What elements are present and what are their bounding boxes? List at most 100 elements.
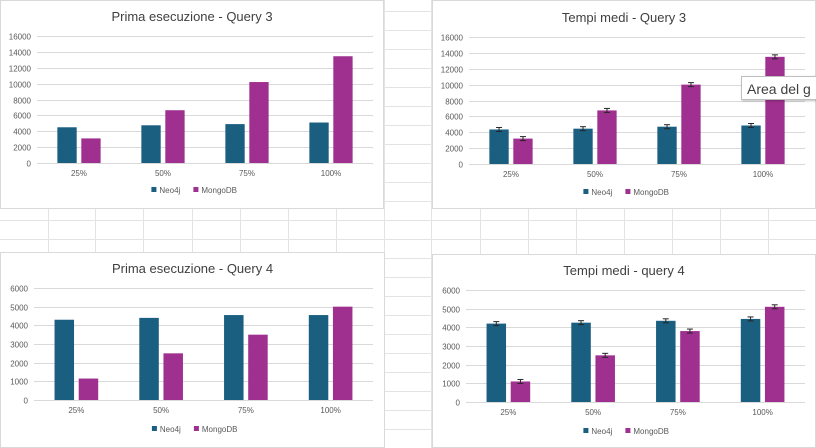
- legend-label: Neo4j: [591, 188, 612, 197]
- bar-neo4j-100pct[interactable]: [741, 125, 761, 164]
- chart-tempi-medi-query-4[interactable]: 0 1000 2000 3000 4000 5000 6000 25% 50% 75% 100% Ne…: [432, 254, 816, 448]
- y-tick-label: 4000: [445, 129, 463, 138]
- bar-neo4j-75pct[interactable]: [657, 126, 677, 164]
- legend-label: Neo4j: [159, 186, 180, 195]
- y-tick-label: 6000: [13, 112, 31, 121]
- x-tick-label: 25%: [71, 169, 87, 178]
- chart-area-tooltip: Area del g: [741, 76, 816, 100]
- y-tick-label: 5000: [10, 304, 28, 313]
- bar-neo4j-50pct[interactable]: [573, 128, 593, 164]
- bar-mongodb-100pct[interactable]: [765, 56, 785, 164]
- y-tick-label: 16000: [441, 34, 464, 43]
- legend-swatch-neo4j: [151, 187, 157, 192]
- y-tick-label: 10000: [441, 82, 464, 91]
- chart-title: Tempi medi - query 4: [563, 263, 685, 278]
- bar-neo4j-25pct[interactable]: [57, 127, 77, 163]
- bar-mongodb-25pct[interactable]: [510, 381, 531, 402]
- y-tick-label: 6000: [10, 285, 28, 294]
- bar-mongodb-50pct[interactable]: [597, 110, 617, 164]
- x-tick-label: 75%: [239, 169, 255, 178]
- legend-label: MongoDB: [202, 425, 238, 434]
- bar-mongodb-100pct[interactable]: [332, 306, 353, 400]
- bar-mongodb-25pct[interactable]: [81, 138, 101, 163]
- bar-neo4j-75pct[interactable]: [656, 320, 676, 402]
- bar-neo4j-100pct[interactable]: [740, 318, 761, 402]
- y-tick-label: 10000: [9, 81, 32, 90]
- bar-neo4j-25pct[interactable]: [54, 319, 75, 400]
- bar-mongodb-75pct[interactable]: [680, 331, 700, 402]
- x-tick-label: 25%: [68, 406, 84, 415]
- bar-neo4j-75pct[interactable]: [225, 124, 245, 163]
- y-tick-label: 12000: [9, 65, 32, 74]
- bar-mongodb-25pct[interactable]: [78, 378, 99, 400]
- legend-swatch-mongodb: [625, 428, 631, 433]
- legend-label: MongoDB: [633, 427, 669, 436]
- bar-chart-plot: 0 2000 4000 6000 8000 10000 12000 14000 16000 25%…: [441, 34, 805, 197]
- y-tick-label: 14000: [9, 49, 32, 58]
- bar-neo4j-50pct[interactable]: [571, 322, 591, 402]
- bar-mongodb-75pct[interactable]: [248, 334, 268, 400]
- x-tick-label: 75%: [238, 406, 254, 415]
- y-tick-label: 3000: [442, 343, 460, 352]
- y-tick-label: 4000: [442, 324, 460, 333]
- y-tick-label: 2000: [445, 145, 463, 154]
- x-tick-label: 75%: [671, 170, 687, 179]
- y-tick-label: 1000: [442, 380, 460, 389]
- x-tick-label: 100%: [752, 408, 772, 417]
- bar-mongodb-75pct[interactable]: [681, 84, 701, 164]
- bar-neo4j-100pct[interactable]: [309, 122, 329, 163]
- chart-prima-esecuzione-query-3[interactable]: 0 2000 4000 6000 8000 10000 12000 14000 16000 25%…: [0, 0, 384, 209]
- y-tick-label: 0: [456, 399, 461, 408]
- y-tick-label: 14000: [441, 50, 464, 59]
- legend-swatch-mongodb: [193, 426, 199, 431]
- legend-label: Neo4j: [160, 425, 181, 434]
- y-tick-label: 12000: [441, 66, 464, 75]
- chart-prima-esecuzione-query-4[interactable]: 0 1000 2000 3000 4000 5000 6000 25% 50% 75% 100% Ne…: [0, 252, 385, 448]
- legend-swatch-neo4j: [151, 426, 157, 431]
- x-tick-label: 100%: [320, 406, 340, 415]
- legend-label: MongoDB: [201, 186, 237, 195]
- y-tick-label: 0: [27, 160, 32, 169]
- bar-neo4j-75pct[interactable]: [224, 315, 244, 400]
- bar-mongodb-100pct[interactable]: [764, 306, 785, 402]
- bar-mongodb-50pct[interactable]: [163, 353, 183, 400]
- legend-swatch-mongodb: [625, 189, 631, 194]
- y-tick-label: 8000: [13, 97, 31, 106]
- x-tick-label: 25%: [500, 408, 516, 417]
- chart-tempi-medi-query-3[interactable]: 0 2000 4000 6000 8000 10000 12000 14000 16000 25%…: [432, 0, 816, 209]
- y-tick-label: 0: [24, 397, 29, 406]
- y-tick-label: 2000: [442, 362, 460, 371]
- bar-chart-plot: 0 1000 2000 3000 4000 5000 6000 25% 50% 75% 100% Ne…: [10, 285, 373, 434]
- chart-title: Prima esecuzione - Query 3: [111, 9, 273, 24]
- bar-mongodb-25pct[interactable]: [513, 138, 533, 164]
- y-tick-label: 8000: [445, 98, 463, 107]
- x-tick-label: 75%: [670, 408, 686, 417]
- legend-swatch-neo4j: [583, 189, 589, 194]
- bar-neo4j-50pct[interactable]: [141, 125, 161, 163]
- bar-mongodb-50pct[interactable]: [165, 110, 185, 163]
- bar-mongodb-50pct[interactable]: [595, 355, 615, 402]
- bar-neo4j-100pct[interactable]: [308, 315, 329, 400]
- bar-mongodb-100pct[interactable]: [333, 56, 353, 163]
- bar-neo4j-25pct[interactable]: [489, 129, 509, 164]
- chart-title: Prima esecuzione - Query 4: [111, 261, 274, 276]
- x-tick-label: 50%: [153, 406, 169, 415]
- y-tick-label: 6000: [442, 287, 460, 296]
- bar-neo4j-50pct[interactable]: [139, 317, 159, 400]
- y-tick-label: 2000: [13, 144, 31, 153]
- legend-label: Neo4j: [591, 427, 612, 436]
- y-tick-label: 0: [459, 161, 464, 170]
- y-tick-label: 6000: [445, 113, 463, 122]
- y-tick-label: 16000: [9, 33, 32, 42]
- bar-chart-plot: 0 2000 4000 6000 8000 10000 12000 14000 16000 25%…: [9, 33, 373, 195]
- x-tick-label: 100%: [321, 169, 341, 178]
- x-tick-label: 50%: [155, 169, 171, 178]
- y-tick-label: 5000: [442, 306, 460, 315]
- x-tick-label: 50%: [587, 170, 603, 179]
- y-tick-label: 3000: [10, 341, 28, 350]
- chart-title: Tempi medi - Query 3: [561, 10, 687, 25]
- bar-neo4j-25pct[interactable]: [486, 323, 507, 402]
- x-tick-label: 100%: [753, 170, 773, 179]
- bar-mongodb-75pct[interactable]: [249, 82, 269, 163]
- bar-chart-plot: 0 1000 2000 3000 4000 5000 6000 25% 50% 75% 100% Ne…: [442, 287, 805, 436]
